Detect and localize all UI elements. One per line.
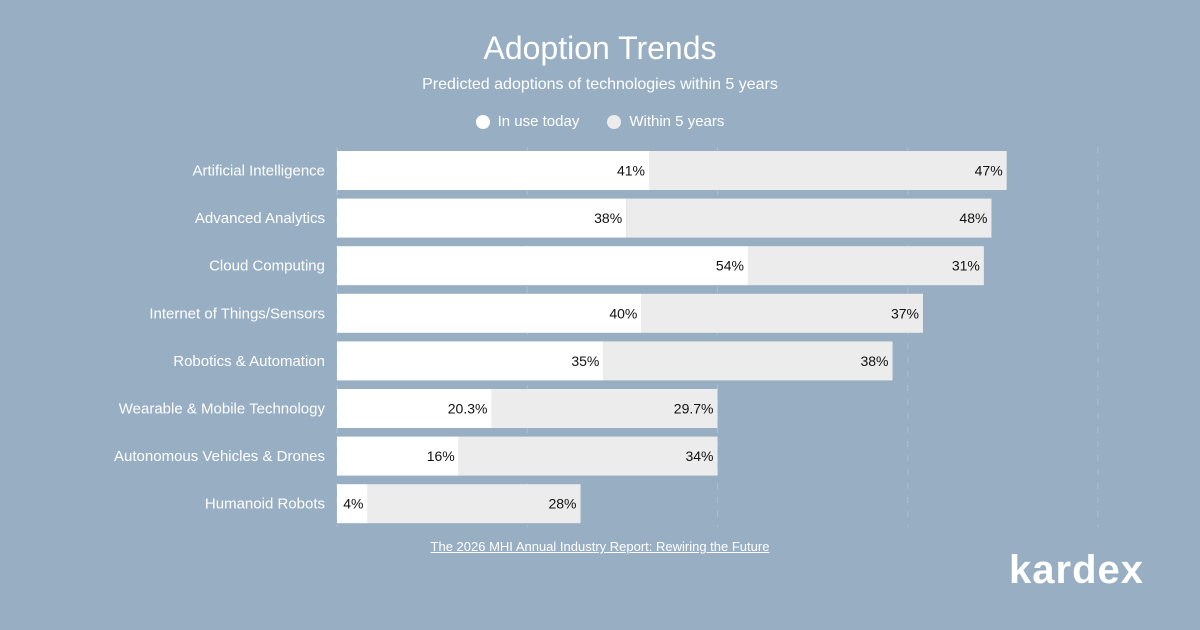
bar-in-use-today — [337, 198, 627, 238]
data-label-within-5-years: 29.7% — [674, 401, 714, 417]
bar-in-use-today — [337, 341, 604, 381]
chart-title: Adoption Trends — [483, 30, 717, 66]
category-label: Robotics & Automation — [173, 353, 325, 370]
data-label-within-5-years: 37% — [891, 305, 919, 321]
bar-in-use-today — [337, 389, 492, 428]
bar-in-use-today — [337, 436, 459, 476]
legend-label-within-5-years: Within 5 years — [629, 113, 725, 130]
bar-within-5-years — [491, 389, 718, 428]
data-label-within-5-years: 48% — [959, 210, 987, 226]
data-label-in-use-today: 38% — [594, 210, 622, 226]
source-link[interactable]: The 2026 MHI Annual Industry Report: Rew… — [430, 539, 770, 554]
category-label: Autonomous Vehicles & Drones — [114, 448, 325, 465]
category-label: Advanced Analytics — [195, 210, 325, 227]
data-label-within-5-years: 31% — [952, 258, 980, 274]
category-label: Artificial Intelligence — [192, 163, 325, 180]
data-label-in-use-today: 40% — [609, 305, 637, 321]
legend-label-in-use-today: In use today — [497, 113, 580, 130]
bar-in-use-today — [337, 246, 748, 286]
bar-within-5-years — [649, 151, 1007, 190]
data-label-in-use-today: 20.3% — [448, 401, 488, 417]
bar-within-5-years — [626, 198, 992, 238]
data-label-within-5-years: 38% — [860, 353, 888, 369]
chart-subtitle: Predicted adoptions of technologies with… — [422, 76, 778, 93]
bar-in-use-today — [337, 151, 650, 190]
bar-in-use-today — [337, 293, 642, 333]
bar-within-5-years — [603, 341, 893, 381]
legend-item-within-5-years: Within 5 years — [607, 113, 724, 130]
bar-in-use-today — [337, 484, 368, 524]
category-label: Humanoid Robots — [205, 496, 325, 513]
bar-within-5-years — [747, 246, 984, 286]
data-label-within-5-years: 47% — [975, 163, 1003, 179]
bar-within-5-years — [641, 293, 923, 333]
bar-within-5-years — [367, 484, 581, 524]
data-label-in-use-today: 54% — [716, 258, 744, 274]
legend-item-in-use-today: In use today — [475, 113, 580, 130]
data-label-in-use-today: 4% — [343, 496, 363, 512]
bar-within-5-years — [458, 436, 718, 476]
chart-legend: In use today Within 5 years — [0, 113, 1200, 130]
data-label-in-use-today: 16% — [427, 448, 455, 464]
data-label-within-5-years: 34% — [685, 448, 713, 464]
category-label: Wearable & Mobile Technology — [119, 401, 326, 418]
category-label: Cloud Computing — [209, 258, 325, 275]
data-label-in-use-today: 41% — [617, 163, 645, 179]
data-label-within-5-years: 28% — [548, 496, 576, 512]
kardex-logo: kardex — [1009, 548, 1144, 592]
category-label: Internet of Things/Sensors — [149, 305, 325, 322]
legend-swatch-in-use-today — [475, 114, 490, 129]
data-label-in-use-today: 35% — [571, 353, 599, 369]
legend-swatch-within-5-years — [607, 114, 622, 129]
